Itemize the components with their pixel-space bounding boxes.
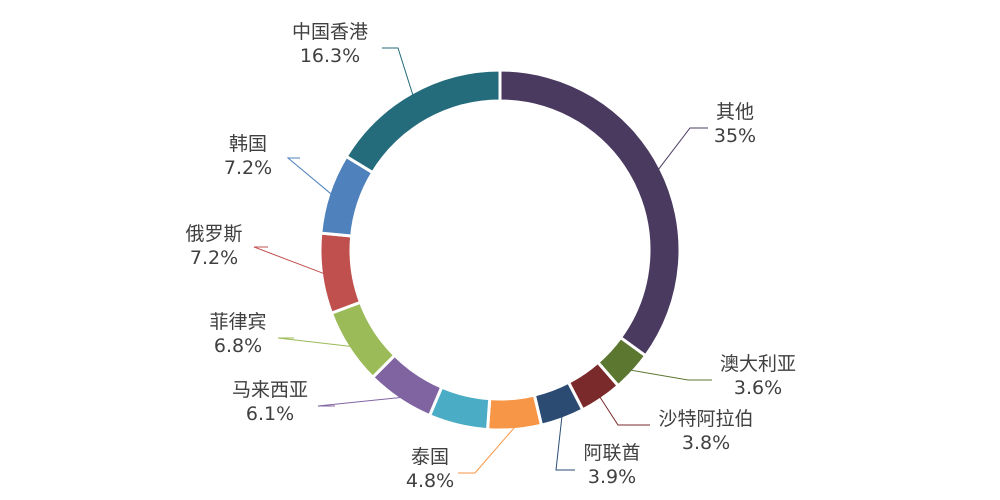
leader-lines [253,47,712,474]
donut-slices [318,68,682,432]
donut-slice-7 [329,300,397,380]
slice-label-name-10: 中国香港 [292,21,368,43]
slice-label-name-4: 泰国 [411,446,449,468]
leader-line-1 [631,369,712,381]
slice-label-name-0: 其他 [716,101,754,123]
slice-label-value-9: 7.2% [224,157,272,179]
leader-line-6 [317,397,401,407]
leader-line-7 [277,337,351,347]
slice-labels: 其他35%澳大利亚3.6%沙特阿拉伯3.8%阿联酋3.9%泰国4.8%马来西亚6… [185,21,796,492]
leader-line-2 [599,396,650,426]
donut-slice-4 [485,393,544,432]
leader-line-9 [286,157,332,195]
slice-label-value-1: 3.6% [734,377,782,399]
donut-slice-0 [498,68,682,358]
slice-label-value-6: 6.1% [246,403,294,425]
slice-label-name-7: 菲律宾 [209,311,266,333]
leader-line-0 [658,127,708,170]
leader-line-10 [382,47,414,95]
leader-line-3 [555,416,575,471]
slice-label-name-9: 韩国 [229,133,267,155]
slice-label-value-0: 35% [714,125,756,147]
slice-label-value-8: 7.2% [190,247,238,269]
slice-label-value-7: 6.8% [214,335,262,357]
slice-label-name-3: 阿联酋 [583,442,640,464]
leader-line-8 [253,246,324,274]
slice-label-name-1: 澳大利亚 [720,353,796,375]
slice-label-value-2: 3.8% [682,432,730,454]
slice-label-name-6: 马来西亚 [232,379,308,401]
slice-label-value-4: 4.8% [406,470,454,492]
slice-label-name-8: 俄罗斯 [185,223,242,245]
slice-label-name-2: 沙特阿拉伯 [658,408,753,430]
donut-slice-10 [344,68,502,175]
slice-label-value-10: 16.3% [300,45,360,67]
donut-slice-8 [318,231,363,316]
leader-line-4 [458,427,515,474]
slice-label-value-3: 3.9% [588,466,636,488]
